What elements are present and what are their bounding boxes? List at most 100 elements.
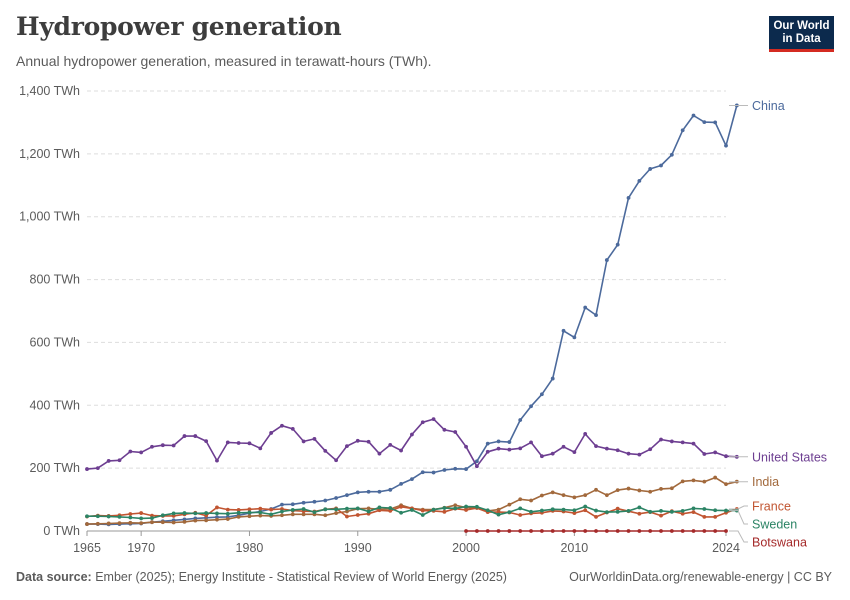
series-label-france[interactable]: France xyxy=(752,500,791,514)
data-point-botswana[interactable] xyxy=(464,529,468,533)
data-point-sweden[interactable] xyxy=(615,509,620,514)
data-point-sweden[interactable] xyxy=(399,510,403,515)
data-point-france[interactable] xyxy=(637,511,642,516)
data-point-united-states[interactable] xyxy=(572,450,577,455)
data-point-china[interactable] xyxy=(496,439,501,444)
data-point-united-states[interactable] xyxy=(659,437,663,442)
data-point-united-states[interactable] xyxy=(691,441,696,446)
data-point-china[interactable] xyxy=(561,328,566,333)
data-point-sweden[interactable] xyxy=(355,506,360,511)
data-point-china[interactable] xyxy=(420,470,425,475)
data-point-united-states[interactable] xyxy=(474,464,479,469)
data-point-india[interactable] xyxy=(95,521,100,526)
data-point-sweden[interactable] xyxy=(236,510,241,515)
data-point-botswana[interactable] xyxy=(485,529,490,533)
data-point-india[interactable] xyxy=(550,490,555,495)
data-point-united-states[interactable] xyxy=(485,449,490,454)
data-point-sweden[interactable] xyxy=(594,508,598,513)
data-point-india[interactable] xyxy=(507,502,512,507)
data-point-united-states[interactable] xyxy=(431,417,436,422)
data-point-botswana[interactable] xyxy=(691,529,696,533)
data-point-botswana[interactable] xyxy=(626,529,631,533)
series-line-india[interactable] xyxy=(86,476,737,525)
data-point-india[interactable] xyxy=(215,517,219,522)
series-line-china[interactable] xyxy=(87,105,738,526)
data-point-sweden[interactable] xyxy=(366,509,371,514)
data-point-france[interactable] xyxy=(139,511,144,515)
data-point-france[interactable] xyxy=(680,511,685,516)
data-point-sweden[interactable] xyxy=(539,508,544,513)
data-point-botswana[interactable] xyxy=(539,529,544,533)
data-point-sweden[interactable] xyxy=(637,505,642,510)
data-point-united-states[interactable] xyxy=(193,434,198,438)
data-point-sweden[interactable] xyxy=(410,508,414,512)
data-point-france[interactable] xyxy=(572,511,577,515)
data-point-sweden[interactable] xyxy=(290,508,295,512)
data-point-china[interactable] xyxy=(290,502,295,507)
data-point-united-states[interactable] xyxy=(258,446,263,451)
data-point-france[interactable] xyxy=(345,514,349,519)
data-point-india[interactable] xyxy=(691,478,696,483)
data-point-sweden[interactable] xyxy=(518,506,523,511)
data-point-india[interactable] xyxy=(615,488,620,493)
data-point-sweden[interactable] xyxy=(280,509,284,514)
data-point-united-states[interactable] xyxy=(702,452,707,456)
data-point-sweden[interactable] xyxy=(464,504,468,509)
data-point-sweden[interactable] xyxy=(561,507,566,512)
data-point-botswana[interactable] xyxy=(529,529,533,533)
data-point-france[interactable] xyxy=(518,513,523,517)
owid-logo[interactable]: Our World in Data xyxy=(769,16,834,52)
data-point-china[interactable] xyxy=(529,404,533,409)
data-point-india[interactable] xyxy=(323,513,328,518)
data-point-botswana[interactable] xyxy=(518,529,523,533)
data-point-sweden[interactable] xyxy=(225,511,230,516)
data-point-india[interactable] xyxy=(713,475,718,480)
data-point-india[interactable] xyxy=(171,520,176,525)
data-point-sweden[interactable] xyxy=(334,507,339,512)
data-point-china[interactable] xyxy=(680,128,685,133)
data-point-india[interactable] xyxy=(529,498,533,503)
data-point-sweden[interactable] xyxy=(529,509,533,514)
data-point-botswana[interactable] xyxy=(550,529,555,533)
data-point-united-states[interactable] xyxy=(626,451,631,456)
data-point-united-states[interactable] xyxy=(106,459,111,463)
series-line-united-states[interactable] xyxy=(86,418,737,470)
data-point-france[interactable] xyxy=(583,508,588,513)
data-point-united-states[interactable] xyxy=(550,451,555,456)
data-point-china[interactable] xyxy=(474,459,479,464)
data-point-china[interactable] xyxy=(280,502,284,507)
data-point-china[interactable] xyxy=(659,163,663,168)
data-point-united-states[interactable] xyxy=(507,447,512,452)
data-point-sweden[interactable] xyxy=(247,510,252,515)
data-point-sweden[interactable] xyxy=(659,508,663,513)
data-point-india[interactable] xyxy=(182,519,187,524)
data-point-united-states[interactable] xyxy=(366,439,371,444)
data-point-india[interactable] xyxy=(572,495,577,500)
data-point-united-states[interactable] xyxy=(236,441,241,445)
data-point-botswana[interactable] xyxy=(507,529,512,533)
data-point-india[interactable] xyxy=(345,509,349,514)
data-point-india[interactable] xyxy=(247,514,252,519)
data-point-china[interactable] xyxy=(485,441,490,446)
data-point-china[interactable] xyxy=(615,242,620,247)
data-point-botswana[interactable] xyxy=(561,529,566,533)
data-point-china[interactable] xyxy=(604,258,609,262)
data-point-sweden[interactable] xyxy=(453,506,458,511)
data-point-sweden[interactable] xyxy=(724,508,728,513)
data-point-china[interactable] xyxy=(410,477,414,482)
data-point-sweden[interactable] xyxy=(691,506,696,511)
data-point-united-states[interactable] xyxy=(290,426,295,431)
data-point-india[interactable] xyxy=(280,513,284,518)
data-point-france[interactable] xyxy=(128,512,133,516)
data-point-united-states[interactable] xyxy=(345,444,349,449)
data-point-china[interactable] xyxy=(691,113,696,118)
data-point-united-states[interactable] xyxy=(594,444,598,449)
data-point-india[interactable] xyxy=(128,520,133,525)
data-point-sweden[interactable] xyxy=(496,512,501,517)
data-point-sweden[interactable] xyxy=(323,507,328,512)
data-point-india[interactable] xyxy=(626,486,631,491)
data-point-sweden[interactable] xyxy=(713,508,718,513)
data-point-botswana[interactable] xyxy=(724,529,728,533)
data-point-france[interactable] xyxy=(388,508,393,513)
data-point-china[interactable] xyxy=(431,470,436,475)
